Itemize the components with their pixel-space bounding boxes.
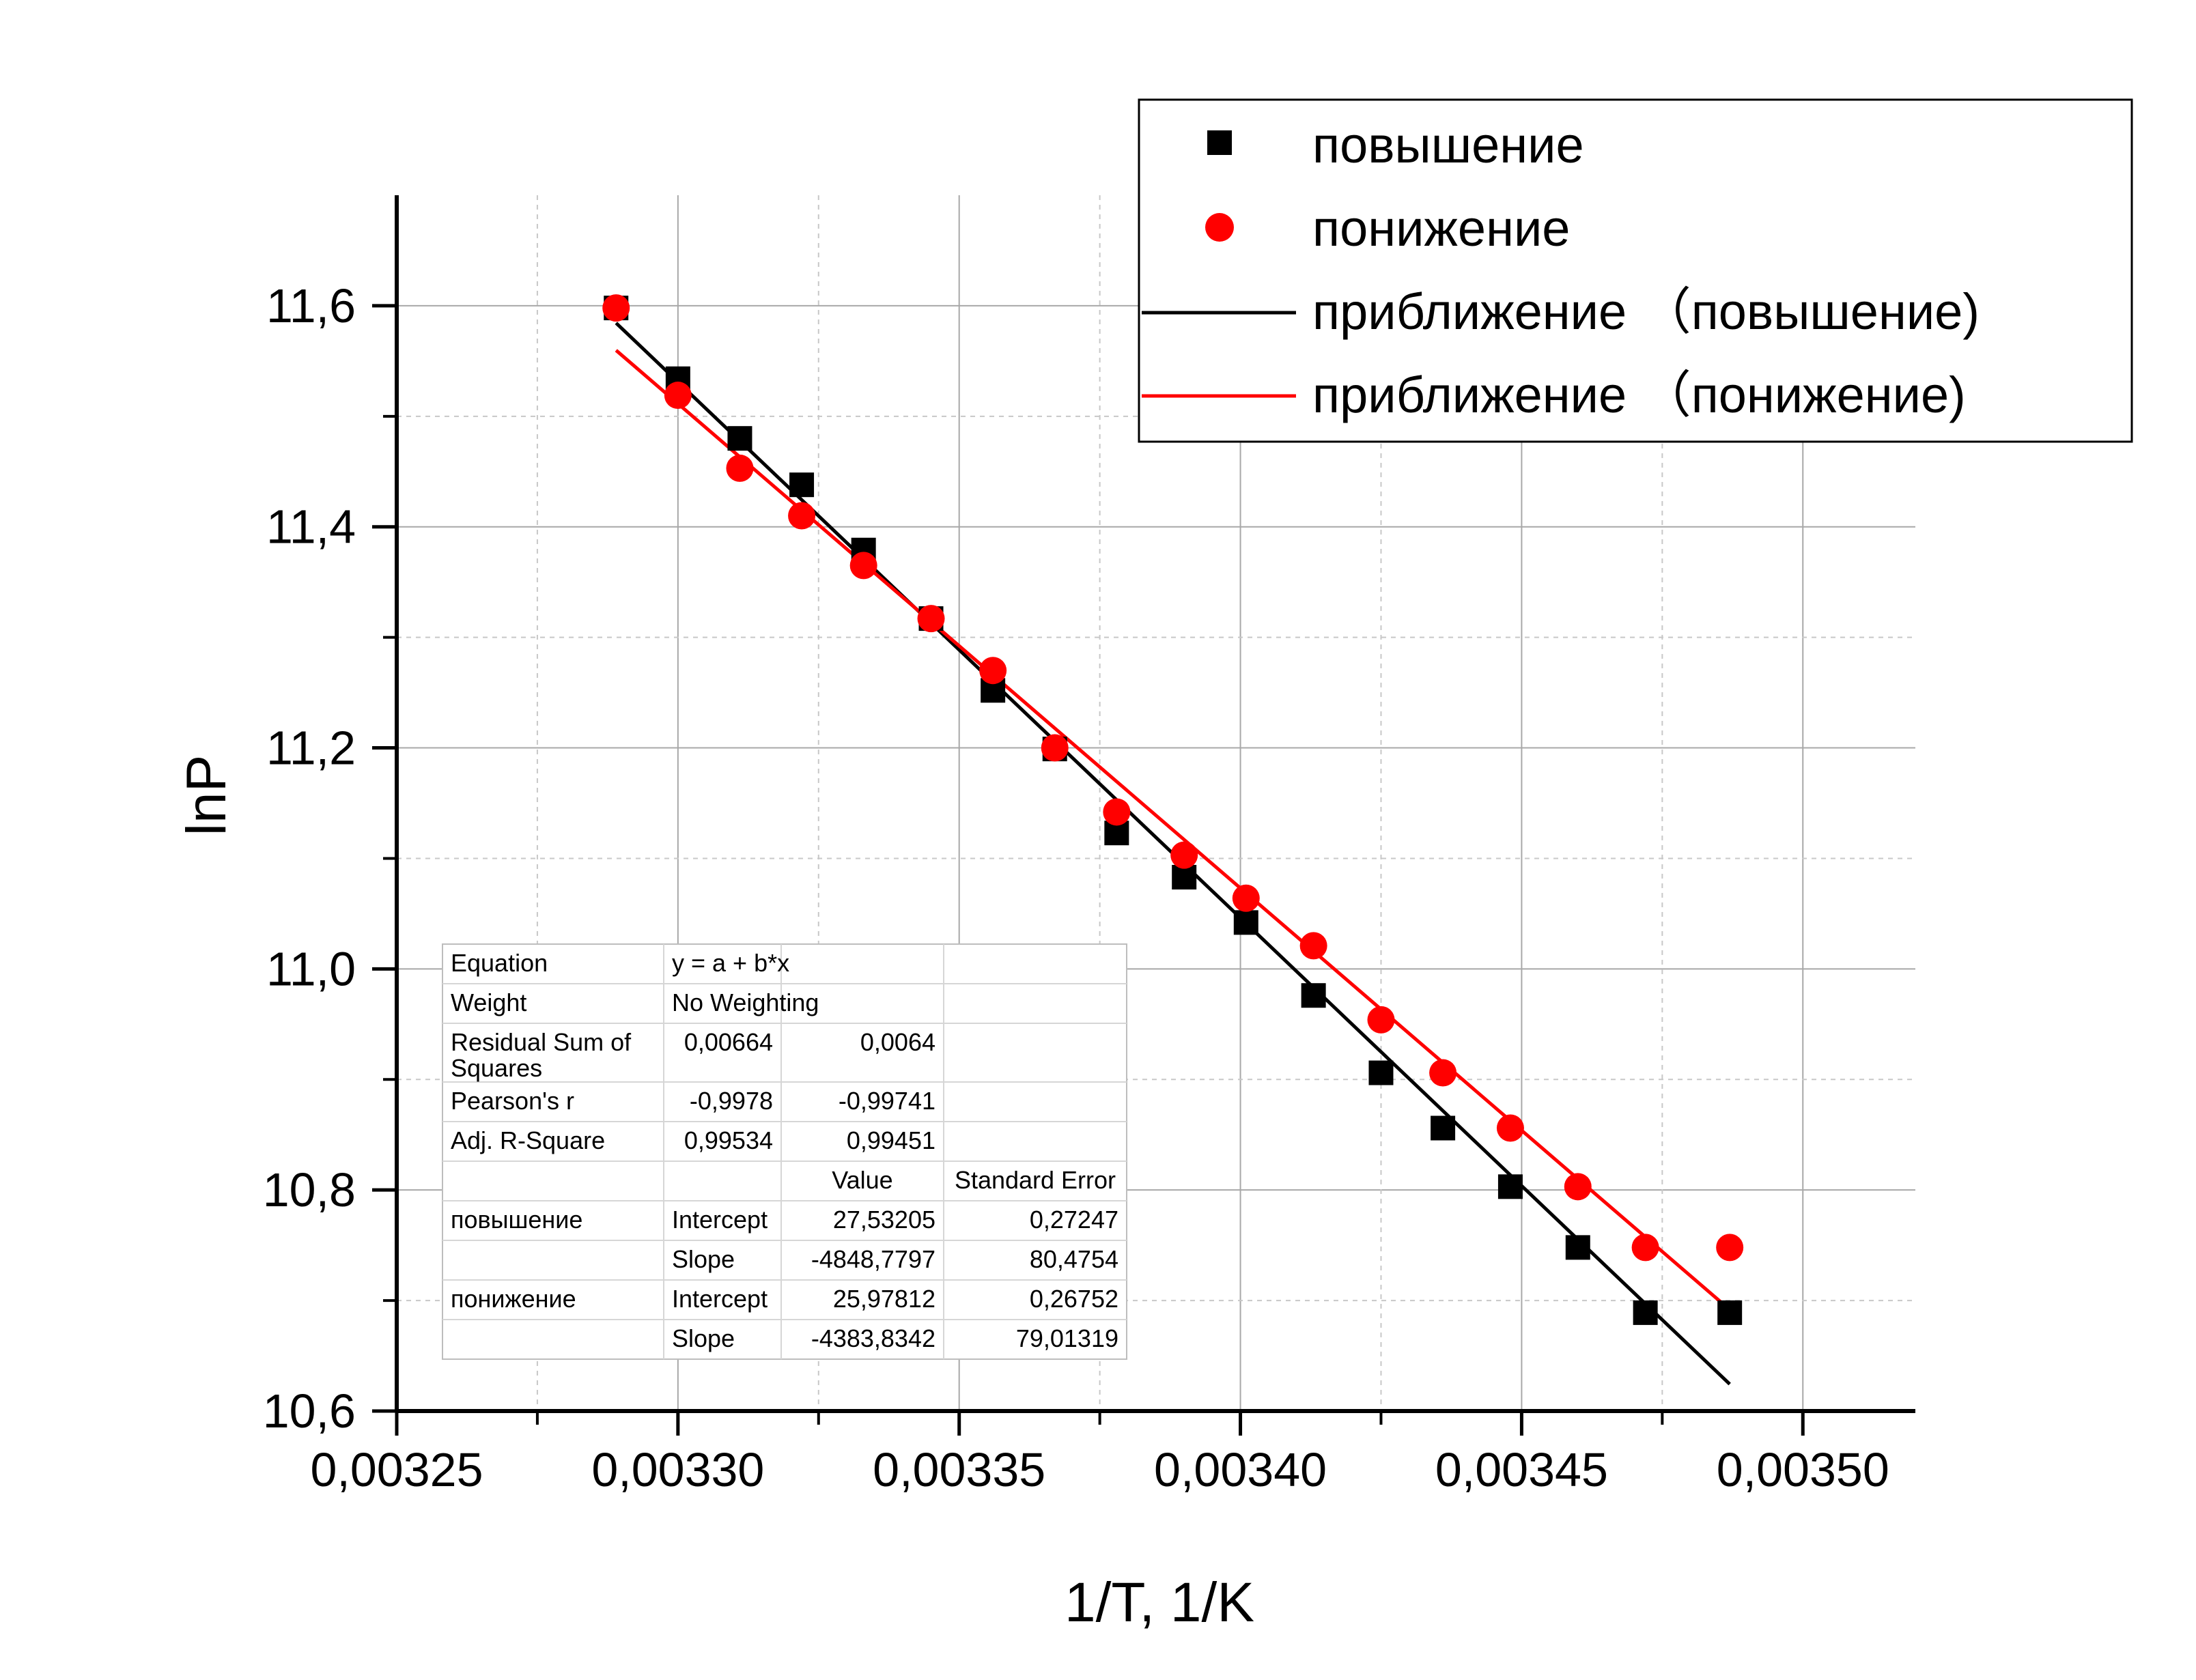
x-tick-label: 0,00350 <box>1717 1443 1889 1496</box>
data-point-circle <box>979 657 1007 685</box>
data-point-square <box>1497 1174 1523 1199</box>
table-cell: Slope <box>672 1324 735 1352</box>
data-point-circle <box>664 382 692 410</box>
legend-marker-circle <box>1205 213 1234 242</box>
x-tick-label: 0,00325 <box>310 1443 483 1496</box>
data-point-circle <box>602 294 630 322</box>
data-point-circle <box>726 454 754 482</box>
table-cell: Weight <box>451 988 526 1016</box>
legend-label-series-2: понижение <box>1312 200 1570 257</box>
legend-label-fit-2: приближение （понижение) <box>1312 367 1966 423</box>
y-tick-label: 11,4 <box>266 500 356 554</box>
table-cell: No Weighting <box>672 988 819 1016</box>
table-cell: y = a + b*x <box>672 949 789 977</box>
table-cell: 0,99534 <box>684 1126 773 1154</box>
tick-labels: 0,00325 0,00330 0,00335 0,00340 0,00345 0,003… <box>263 279 1889 1496</box>
data-point-square <box>1565 1235 1590 1260</box>
x-axis-title: 1/T, 1/K <box>1065 1571 1254 1634</box>
table-cell: -0,99741 <box>839 1087 935 1115</box>
table-cell: Pearson's r <box>451 1087 574 1115</box>
legend-box <box>1138 98 2133 443</box>
data-point-circle <box>1041 734 1069 762</box>
table-cell: -4383,8342 <box>811 1324 935 1352</box>
data-point-circle <box>1564 1173 1592 1201</box>
data-point-square <box>789 472 815 498</box>
y-tick-label: 11,2 <box>266 722 356 775</box>
table-cell: Intercept <box>672 1285 768 1313</box>
table-cell: Adj. R-Square <box>451 1126 605 1154</box>
data-point-circle <box>917 605 945 633</box>
x-tick-label: 0,00330 <box>591 1443 764 1496</box>
fit-stats-table: Equation y = a + b*x Weight No Weighting Res… <box>442 943 1127 1360</box>
data-point-square <box>1172 864 1197 889</box>
data-point-square <box>1301 983 1326 1008</box>
data-point-circle <box>1367 1006 1395 1034</box>
x-tick-label: 0,00345 <box>1435 1443 1608 1496</box>
table-cell: Residual Sum of <box>451 1028 632 1056</box>
table-cell: 79,01319 <box>1016 1324 1118 1352</box>
table-cell: 25,97812 <box>833 1285 935 1313</box>
table-frame <box>442 943 1127 1360</box>
data-point-circle <box>1170 841 1198 869</box>
x-tick-label: 0,00335 <box>873 1443 1045 1496</box>
legend-label-series-1: повышение <box>1312 117 1584 173</box>
table-cell: Slope <box>672 1245 735 1273</box>
data-point-circle <box>1496 1114 1524 1142</box>
data-point-square <box>1717 1300 1743 1325</box>
data-point-square <box>1633 1300 1658 1325</box>
x-tick-label: 0,00340 <box>1154 1443 1327 1496</box>
table-cell: 80,4754 <box>1030 1245 1118 1273</box>
data-point-circle <box>1429 1059 1457 1087</box>
data-point-circle <box>849 552 877 580</box>
data-point-square <box>1431 1115 1456 1141</box>
legend-label-fit-1: приближение （повышение) <box>1312 283 1980 340</box>
data-point-square <box>727 426 752 451</box>
table-cell: Intercept <box>672 1206 768 1234</box>
axes <box>372 195 1915 1436</box>
table-cell: -4848,7797 <box>811 1245 935 1273</box>
data-point-circle <box>1103 798 1131 826</box>
data-point-circle <box>1232 884 1260 912</box>
data-point-square <box>1233 910 1258 935</box>
table-cell: 0,26752 <box>1030 1285 1118 1313</box>
table-cell: повышение <box>451 1206 582 1234</box>
y-tick-label: 11,6 <box>266 279 356 332</box>
y-axis-title: lnP <box>175 755 238 836</box>
data-markers <box>602 294 1744 1325</box>
data-point-square <box>1368 1060 1394 1085</box>
table-cell: -0,9978 <box>690 1087 773 1115</box>
y-tick-label: 10,6 <box>263 1384 356 1438</box>
data-point-circle <box>1631 1234 1659 1262</box>
data-point-circle <box>1299 932 1327 960</box>
table-cell: понижение <box>451 1285 576 1313</box>
table-cell: 0,27247 <box>1030 1206 1118 1234</box>
table-cell: Value <box>832 1166 892 1194</box>
table-cell-wrap: Squares <box>451 1054 542 1082</box>
legend: повышение понижение приближение （повышен… <box>1138 98 2133 443</box>
table-cell: 0,99451 <box>847 1126 935 1154</box>
table-cell: Equation <box>451 949 548 977</box>
table-cell: 0,00664 <box>684 1028 773 1056</box>
y-tick-label: 11,0 <box>266 942 356 995</box>
data-point-circle <box>1716 1234 1744 1262</box>
table-cell: Standard Error <box>955 1166 1116 1194</box>
y-tick-label: 10,8 <box>263 1163 356 1216</box>
table-cell: 0,0064 <box>860 1028 935 1056</box>
data-point-circle <box>788 502 816 530</box>
table-cell: 27,53205 <box>833 1206 935 1234</box>
legend-marker-square <box>1207 130 1232 155</box>
